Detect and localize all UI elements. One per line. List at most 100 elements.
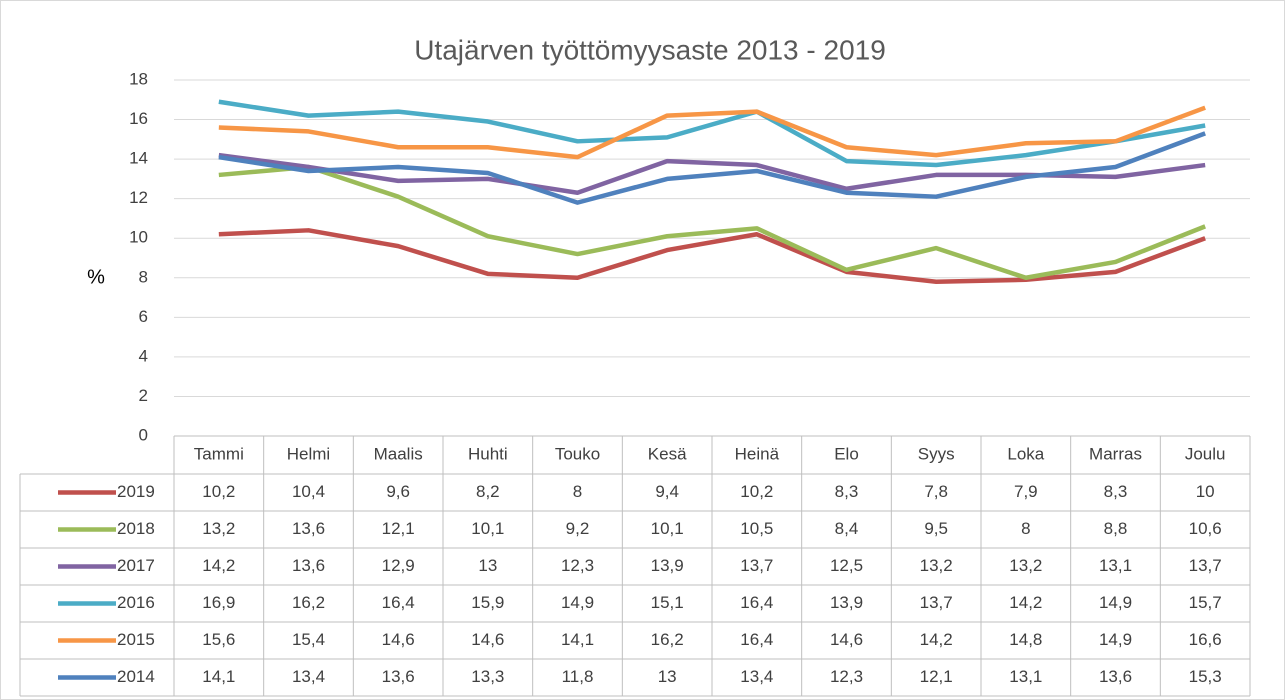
table-cell: 12,3: [830, 667, 863, 686]
legend-label: 2015: [117, 630, 155, 649]
table-cell: 10,1: [651, 519, 684, 538]
table-cell: 13,6: [292, 519, 325, 538]
legend-label: 2017: [117, 556, 155, 575]
table-cell: 16,4: [740, 593, 773, 612]
table-cell: 10,4: [292, 482, 325, 501]
table-cell: 14,1: [561, 630, 594, 649]
table-cell: 10,2: [202, 482, 235, 501]
table-cell: 8,2: [476, 482, 500, 501]
table-cell: 14,6: [382, 630, 415, 649]
legend-label: 2014: [117, 667, 155, 686]
table-cell: 13,1: [1009, 667, 1042, 686]
table-cell: 9,4: [655, 482, 679, 501]
y-axis-label: %: [87, 266, 105, 288]
table-cell: 13,6: [382, 667, 415, 686]
x-tick-label: Kesä: [648, 444, 687, 463]
table-cell: 13: [478, 556, 497, 575]
table-cell: 13,1: [1099, 556, 1132, 575]
x-tick-label: Marras: [1089, 444, 1142, 463]
line-series: [218, 99, 1206, 168]
table-cell: 15,3: [1189, 667, 1222, 686]
table-cell: 14,9: [1099, 593, 1132, 612]
x-tick-label: Tammi: [194, 444, 244, 463]
x-tick-label: Touko: [555, 444, 600, 463]
table-cell: 14,9: [1099, 630, 1132, 649]
table-cell: 10,5: [740, 519, 773, 538]
table-cell: 10,1: [471, 519, 504, 538]
table-cell: 12,1: [382, 519, 415, 538]
table-cell: 14,2: [1009, 593, 1042, 612]
chart-title: Utajärven työttömyysaste 2013 - 2019: [414, 34, 886, 65]
table-cell: 15,7: [1189, 593, 1222, 612]
table-cell: 13,9: [830, 593, 863, 612]
table-cell: 16,4: [740, 630, 773, 649]
y-tick-label: 16: [129, 109, 148, 128]
table-cell: 13,9: [651, 556, 684, 575]
table-cell: 16,4: [382, 593, 415, 612]
line-series: [218, 105, 1206, 160]
table-cell: 14,9: [561, 593, 594, 612]
y-tick-label: 18: [129, 69, 148, 88]
x-tick-label: Heinä: [735, 444, 780, 463]
table-cell: 8,3: [835, 482, 859, 501]
x-tick-label: Loka: [1007, 444, 1044, 463]
table-cell: 13,2: [202, 519, 235, 538]
y-tick-label: 0: [139, 425, 148, 444]
table-cell: 8,8: [1104, 519, 1128, 538]
table-cell: 10,6: [1189, 519, 1222, 538]
table-cell: 13,7: [1189, 556, 1222, 575]
table-cell: 9,2: [566, 519, 590, 538]
legend-label: 2018: [117, 519, 155, 538]
table-cell: 11,8: [562, 667, 594, 686]
table-cell: 13,3: [471, 667, 504, 686]
table-cell: 8,4: [835, 519, 859, 538]
table-cell: 15,1: [651, 593, 684, 612]
y-tick-label: 8: [139, 267, 148, 286]
table-cell: 13,6: [1099, 667, 1132, 686]
table-cell: 12,9: [382, 556, 415, 575]
table-cell: 14,2: [202, 556, 235, 575]
table-cell: 14,6: [471, 630, 504, 649]
y-tick-label: 4: [139, 346, 148, 365]
table-cell: 14,6: [830, 630, 863, 649]
table-cell: 13,2: [1009, 556, 1042, 575]
table-cell: 16,2: [292, 593, 325, 612]
x-tick-label: Helmi: [287, 444, 330, 463]
legend-label: 2016: [117, 593, 155, 612]
table-cell: 16,2: [651, 630, 684, 649]
table-cell: 16,6: [1189, 630, 1222, 649]
table-cell: 12,5: [830, 556, 863, 575]
table-cell: 7,9: [1014, 482, 1038, 501]
line-series: [218, 131, 1206, 205]
table-cell: 13: [658, 667, 677, 686]
x-tick-label: Huhti: [468, 444, 508, 463]
x-tick-label: Maalis: [374, 444, 423, 463]
table-cell: 14,1: [202, 667, 235, 686]
x-tick-label: Elo: [834, 444, 859, 463]
y-tick-label: 14: [129, 149, 148, 168]
table-cell: 15,4: [292, 630, 325, 649]
table-cell: 10: [1196, 482, 1215, 501]
table-cell: 14,8: [1009, 630, 1042, 649]
y-tick-label: 6: [139, 307, 148, 326]
table-cell: 8: [1021, 519, 1030, 538]
table-cell: 8: [573, 482, 582, 501]
y-tick-label: 10: [129, 228, 148, 247]
x-tick-label: Syys: [918, 444, 955, 463]
x-tick-label: Joulu: [1185, 444, 1226, 463]
table-cell: 15,9: [471, 593, 504, 612]
table-cell: 13,2: [920, 556, 953, 575]
line-series: [218, 228, 1206, 284]
line-series: [218, 164, 1207, 281]
table-cell: 13,4: [740, 667, 773, 686]
table-cell: 8,3: [1104, 482, 1128, 501]
y-tick-label: 12: [129, 188, 148, 207]
table-cell: 13,4: [292, 667, 325, 686]
table-cell: 15,6: [202, 630, 235, 649]
table-cell: 13,6: [292, 556, 325, 575]
legend-label: 2019: [117, 482, 155, 501]
table-cell: 9,5: [924, 519, 948, 538]
